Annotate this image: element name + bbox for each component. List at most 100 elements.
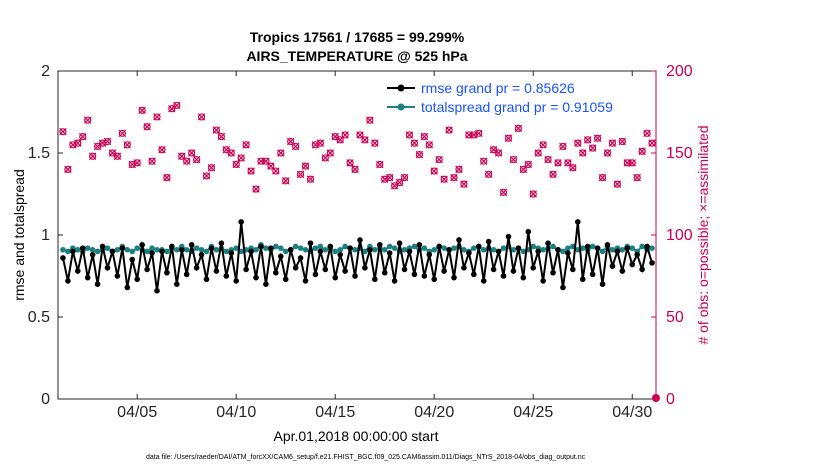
totalspread-point [124,246,131,253]
rmse-point [525,228,532,235]
rmse-point [451,274,457,281]
totalspread-point [411,243,418,250]
nobs-possible-point [296,170,305,178]
y-right-tick-label: 50 [666,309,684,326]
nobs-assimilated-point [425,141,433,149]
totalspread-point [565,245,571,251]
nobs-possible-point [499,188,508,196]
x-axis-label: Apr.01,2018 00:00:00 start [273,428,438,444]
chart-title-line2: AIRS_TEMPERATURE @ 525 hPa [246,48,467,64]
nobs-assimilated-point [158,145,166,154]
rmse-point [228,250,235,256]
rmse-point [60,255,66,261]
rmse-point [609,263,616,269]
totalspread-point [75,246,81,253]
nobs-possible-point [366,116,374,124]
nobs-possible-point [356,131,364,139]
totalspread-point [134,245,141,251]
nobs-possible-point [400,174,409,182]
nobs-assimilated-point [133,159,141,167]
totalspread-point [391,245,398,251]
nobs-possible-point [237,154,245,162]
totalspread-point [273,243,279,250]
nobs-assimilated-point [113,152,122,161]
rmse-point [208,245,215,251]
rmse-point [188,242,195,248]
rmse-point [649,260,655,266]
rmse-point [243,266,249,273]
totalspread-point [193,245,200,251]
nobs-assimilated-point [549,170,557,179]
nobs-possible-point [79,133,87,141]
nobs-assimilated-point [153,113,161,121]
totalspread-point [550,243,556,250]
rmse-point [391,278,398,284]
nobs-assimilated-point [598,173,607,182]
nobs-assimilated-point [583,136,592,144]
nobs-assimilated-point [534,149,542,157]
totalspread-point [372,246,378,253]
nobs-possible-point [494,149,503,157]
totalspread-point [540,246,546,253]
rmse-line [62,221,653,291]
nobs-assimilated-point [529,190,537,198]
nobs-assimilated-point [569,164,577,172]
nobs-assimilated-point [618,137,627,146]
totalspread-point [431,246,438,253]
nobs-assimilated-point [400,173,409,182]
nobs-possible-point [262,157,270,165]
rmse-point [530,265,537,271]
nobs-possible-point [386,174,394,182]
nobs-possible-point [133,159,141,167]
nobs-possible-point [391,182,399,190]
nobs-assimilated-point [480,157,488,165]
y-right-axis-label: # of obs: o=possible; ×=assimilated [695,125,711,344]
nobs-possible-point [455,165,463,173]
nobs-possible-point [227,149,235,157]
totalspread-point [579,245,586,251]
rmse-point [193,265,200,271]
nobs-possible-point [336,136,344,144]
legend-rmse-marker [397,84,405,92]
nobs-assimilated-point [628,159,636,167]
rmse-point [352,273,358,279]
nobs-possible-point [519,165,527,173]
nobs-assimilated-point [192,155,201,164]
nobs-possible-point [217,133,225,141]
rmse-point [174,281,180,288]
rmse-point [357,237,363,243]
rmse-point [515,245,522,251]
nobs-assimilated-point [88,152,97,161]
totalspread-point [174,246,180,253]
rmse-point [574,219,581,225]
totalspread-point [312,245,319,251]
nobs-possible-point [326,149,334,157]
nobs-assimilated-point [455,165,463,174]
rmse-point [159,248,165,255]
rmse-point [317,248,324,255]
nobs-assimilated-point [385,173,394,182]
plot-area [57,70,657,400]
nobs-assimilated-point [242,141,250,149]
nobs-assimilated-point [301,162,310,170]
rmse-point [70,248,76,255]
nobs-possible-point [168,105,176,113]
nobs-possible-point [272,167,280,175]
nobs-possible-point [480,157,488,165]
nobs-zero-marker [652,394,660,402]
nobs-assimilated-point [593,134,602,142]
totalspread-point [282,248,289,255]
rmse-point [555,246,561,253]
nobs-possible-point [465,131,473,139]
nobs-possible-point [593,134,602,142]
totalspread-point [510,246,517,253]
nobs-assimilated-point [361,136,369,144]
nobs-assimilated-point [514,124,523,133]
nobs-possible-point [628,159,636,167]
totalspread-point [337,246,343,253]
rmse-point [599,281,606,288]
nobs-possible-point [188,149,196,157]
nobs-assimilated-point [608,139,617,147]
y-left-tick-label: 1.5 [28,145,50,162]
